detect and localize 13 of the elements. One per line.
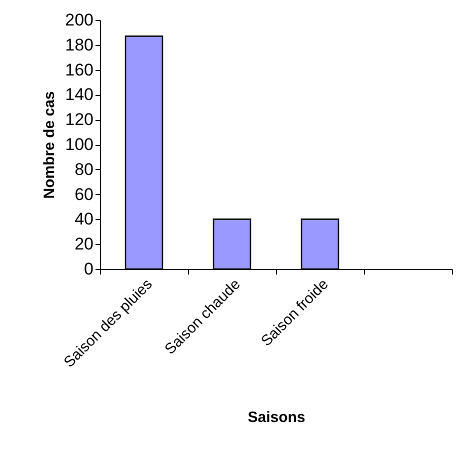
x-axis-title: Saisons [248,409,306,426]
y-tick-label: 100 [65,135,94,154]
y-tick-label: 0 [84,260,94,278]
y-tick-label: 200 [65,10,94,30]
y-axis-title: Nombre de cas [41,91,58,199]
y-tick-label: 120 [65,110,94,130]
y-tick-label: 160 [65,60,94,80]
y-tick-label: 140 [65,85,94,104]
y-tick-label: 60 [74,184,94,204]
y-tick-label: 180 [65,35,94,54]
y-tick-label: 40 [74,210,94,229]
y-tick-label: 20 [74,234,94,254]
y-tick-label: 80 [74,160,94,179]
